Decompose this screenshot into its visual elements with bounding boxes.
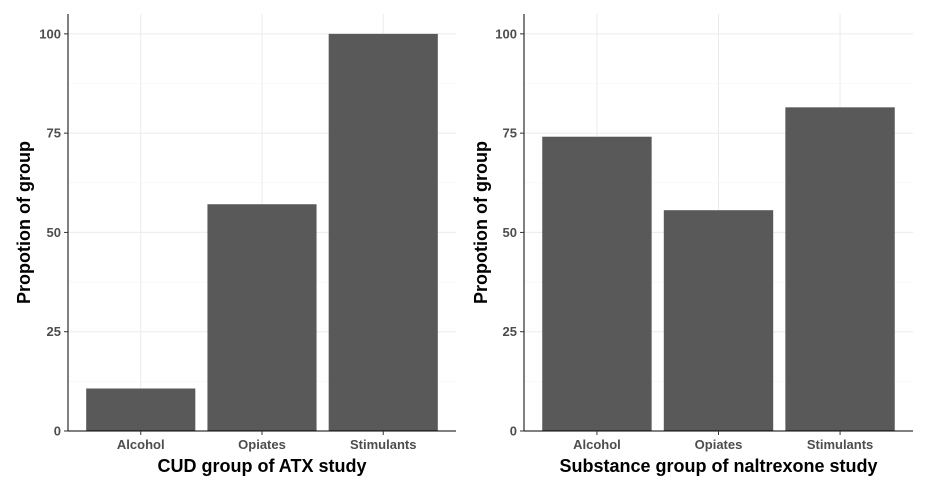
x-tick-label-opiates: Opiates [238,437,286,452]
y-axis-title: Propotion of group [14,141,34,304]
bar-stimulants [328,33,438,431]
y-tick-label: 0 [510,424,517,439]
x-tick-label-alcohol: Alcohol [573,437,621,452]
y-axis-title: Propotion of group [471,141,491,304]
bar-alcohol [542,136,652,431]
y-tick-label: 50 [503,225,517,240]
y-tick-label: 100 [495,26,517,41]
y-tick-label: 100 [39,26,61,41]
y-tick-label: 75 [47,126,61,141]
x-tick-label-opiates: Opiates [695,437,743,452]
bar-opiates [207,204,317,431]
bar-alcohol [86,388,196,431]
y-tick-label: 25 [503,324,517,339]
y-tick-label: 50 [47,225,61,240]
x-tick-label-alcohol: Alcohol [117,437,165,452]
chart-panel-naltrexone: 0 25 50 75 100 Alcohol Opiates Stimulants Substa… [471,14,913,476]
y-tick-label: 25 [47,324,61,339]
x-axis-title: CUD group of ATX study [158,456,367,476]
x-axis-title: Substance group of naltrexone study [559,456,877,476]
x-tick-label-stimulants: Stimulants [807,437,873,452]
y-tick-label: 75 [503,126,517,141]
bar-stimulants [785,107,895,431]
x-tick-label-stimulants: Stimulants [350,437,416,452]
bar-opiates [663,210,774,431]
chart-panel-cud-atx: 0 25 50 75 100 Alcohol Opiates Stimulants CUD gr… [14,14,456,476]
y-tick-label: 0 [54,424,61,439]
